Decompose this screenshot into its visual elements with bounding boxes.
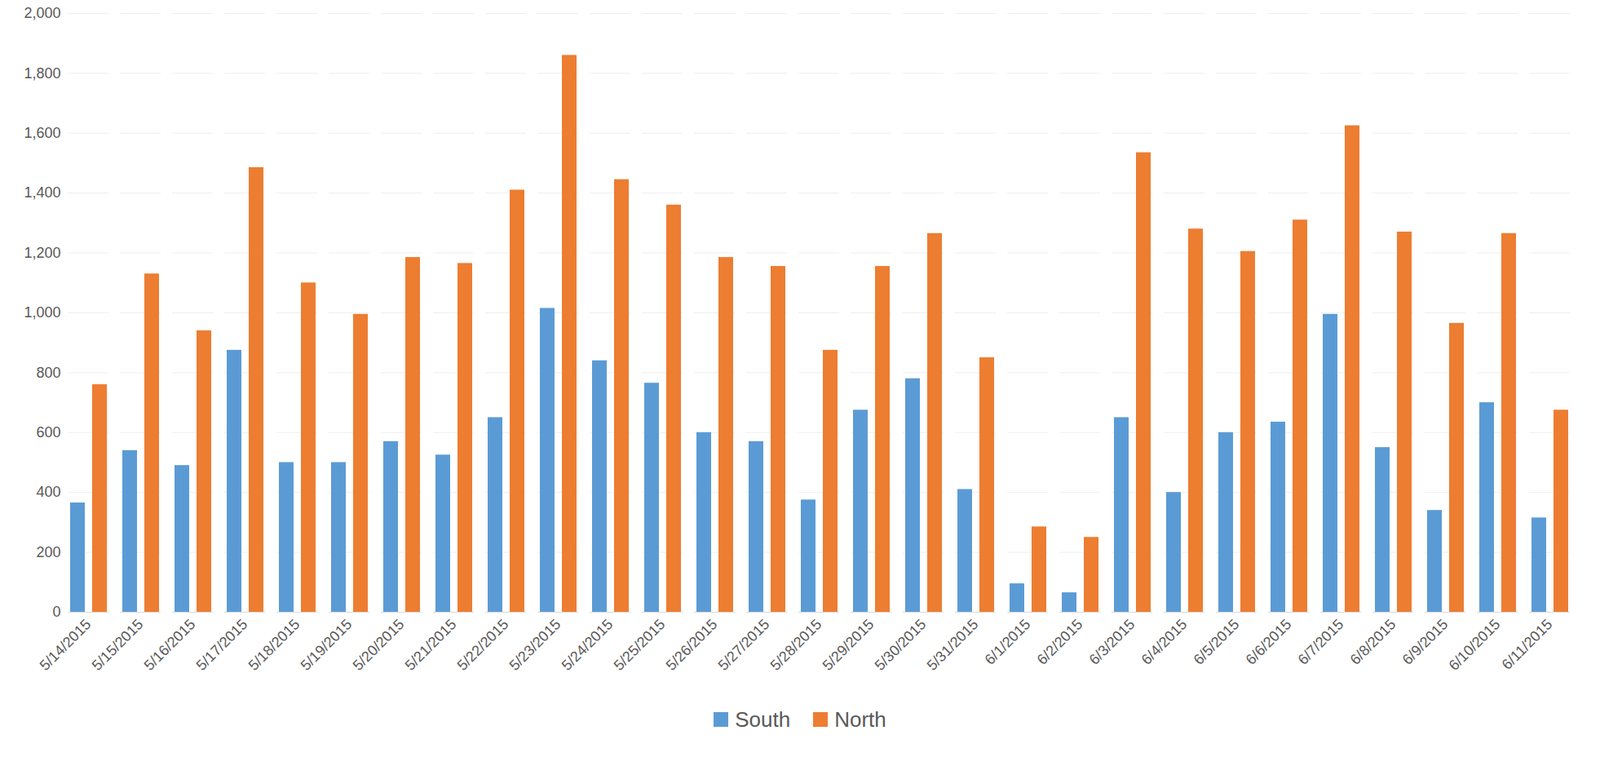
svg-text:5/25/2015: 5/25/2015 [610, 615, 669, 674]
svg-text:400: 400 [35, 483, 61, 500]
svg-text:5/24/2015: 5/24/2015 [558, 615, 617, 674]
html-text:South: South [734, 706, 791, 732]
svg-text:1,000: 1,000 [23, 304, 61, 321]
svg-text:6/7/2015: 6/7/2015 [1295, 615, 1348, 668]
svg-text:5/19/2015: 5/19/2015 [297, 615, 356, 674]
svg-text:1,400: 1,400 [23, 184, 61, 201]
svg-text:6/1/2015: 6/1/2015 [981, 615, 1035, 668]
svg-text:5/30/2015: 5/30/2015 [871, 615, 930, 674]
svg-text:6/2/2015: 6/2/2015 [1034, 615, 1087, 668]
svg-text:5/27/2015: 5/27/2015 [715, 615, 774, 674]
svg-text:6/6/2015: 6/6/2015 [1242, 615, 1296, 668]
svg-text:5/31/2015: 5/31/2015 [923, 615, 982, 674]
svg-text:6/8/2015: 6/8/2015 [1347, 615, 1400, 668]
svg-text:5/20/2015: 5/20/2015 [349, 615, 408, 674]
svg-text:5/29/2015: 5/29/2015 [819, 615, 878, 674]
svg-text:5/17/2015: 5/17/2015 [193, 615, 252, 674]
svg-text:800: 800 [35, 364, 61, 381]
svg-text:600: 600 [35, 424, 61, 441]
svg-text:5/16/2015: 5/16/2015 [141, 615, 199, 674]
svg-text:6/11/2015: 6/11/2015 [1498, 615, 1556, 673]
svg-text:5/23/2015: 5/23/2015 [506, 615, 565, 674]
svg-text:5/26/2015: 5/26/2015 [662, 615, 721, 674]
svg-text:6/10/2015: 6/10/2015 [1445, 615, 1504, 674]
svg-text:5/21/2015: 5/21/2015 [402, 615, 460, 674]
svg-text:5/28/2015: 5/28/2015 [767, 615, 826, 674]
svg-text:5/18/2015: 5/18/2015 [245, 615, 304, 674]
svg-text:2,000: 2,000 [23, 4, 61, 22]
svg-text:0: 0 [52, 603, 61, 620]
svg-text:6/4/2015: 6/4/2015 [1138, 615, 1191, 668]
svg-text:1,600: 1,600 [23, 124, 61, 142]
svg-text:200: 200 [35, 543, 61, 561]
svg-text:5/15/2015: 5/15/2015 [88, 615, 147, 674]
svg-text:1,200: 1,200 [23, 244, 61, 261]
svg-text:5/22/2015: 5/22/2015 [454, 615, 513, 674]
svg-text:6/3/2015: 6/3/2015 [1086, 615, 1139, 668]
svg-text:6/5/2015: 6/5/2015 [1190, 615, 1243, 668]
svg-text:6/9/2015: 6/9/2015 [1399, 615, 1452, 668]
html-text:North: North [834, 706, 887, 732]
svg-text:1,800: 1,800 [23, 65, 61, 82]
svg-text:5/14/2015: 5/14/2015 [36, 615, 95, 674]
